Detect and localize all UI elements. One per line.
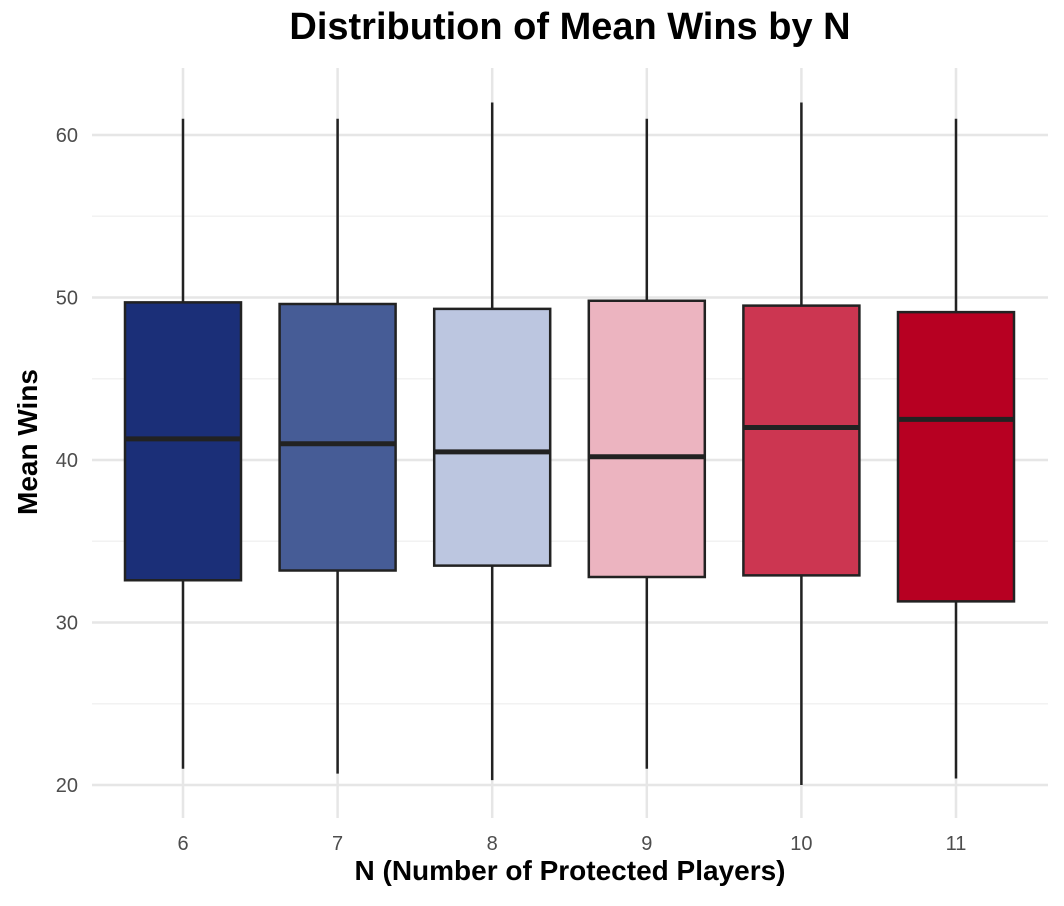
box-6: [123, 118, 243, 769]
tick-layer: 20 30 40 50 60 6 7 8 9 10 11: [56, 125, 967, 855]
y-tick-label: 30: [56, 613, 78, 635]
x-tick-label: 9: [641, 833, 652, 855]
y-tick-label: 60: [56, 125, 78, 147]
iqr-box: [896, 310, 1016, 603]
x-tick-label: 7: [332, 833, 343, 855]
y-tick-label: 50: [56, 288, 78, 310]
box-7: [278, 118, 397, 774]
box-9: [587, 118, 707, 769]
x-tick-label: 10: [790, 833, 812, 855]
box-11: [896, 118, 1016, 779]
box-10: [742, 102, 861, 785]
x-tick-label: 8: [487, 833, 498, 855]
y-tick-label: 40: [56, 450, 78, 472]
y-tick-label: 20: [56, 775, 78, 797]
iqr-box: [432, 307, 552, 567]
x-axis-label: N (Number of Protected Players): [354, 855, 786, 886]
box-layer: [123, 102, 1016, 785]
x-tick-label: 6: [177, 833, 188, 855]
iqr-box: [278, 302, 397, 572]
x-tick-label: 11: [946, 833, 967, 855]
iqr-box: [742, 304, 861, 577]
chart-title: Distribution of Mean Wins by N: [289, 6, 851, 48]
box-8: [432, 102, 552, 781]
iqr-box: [587, 299, 707, 579]
